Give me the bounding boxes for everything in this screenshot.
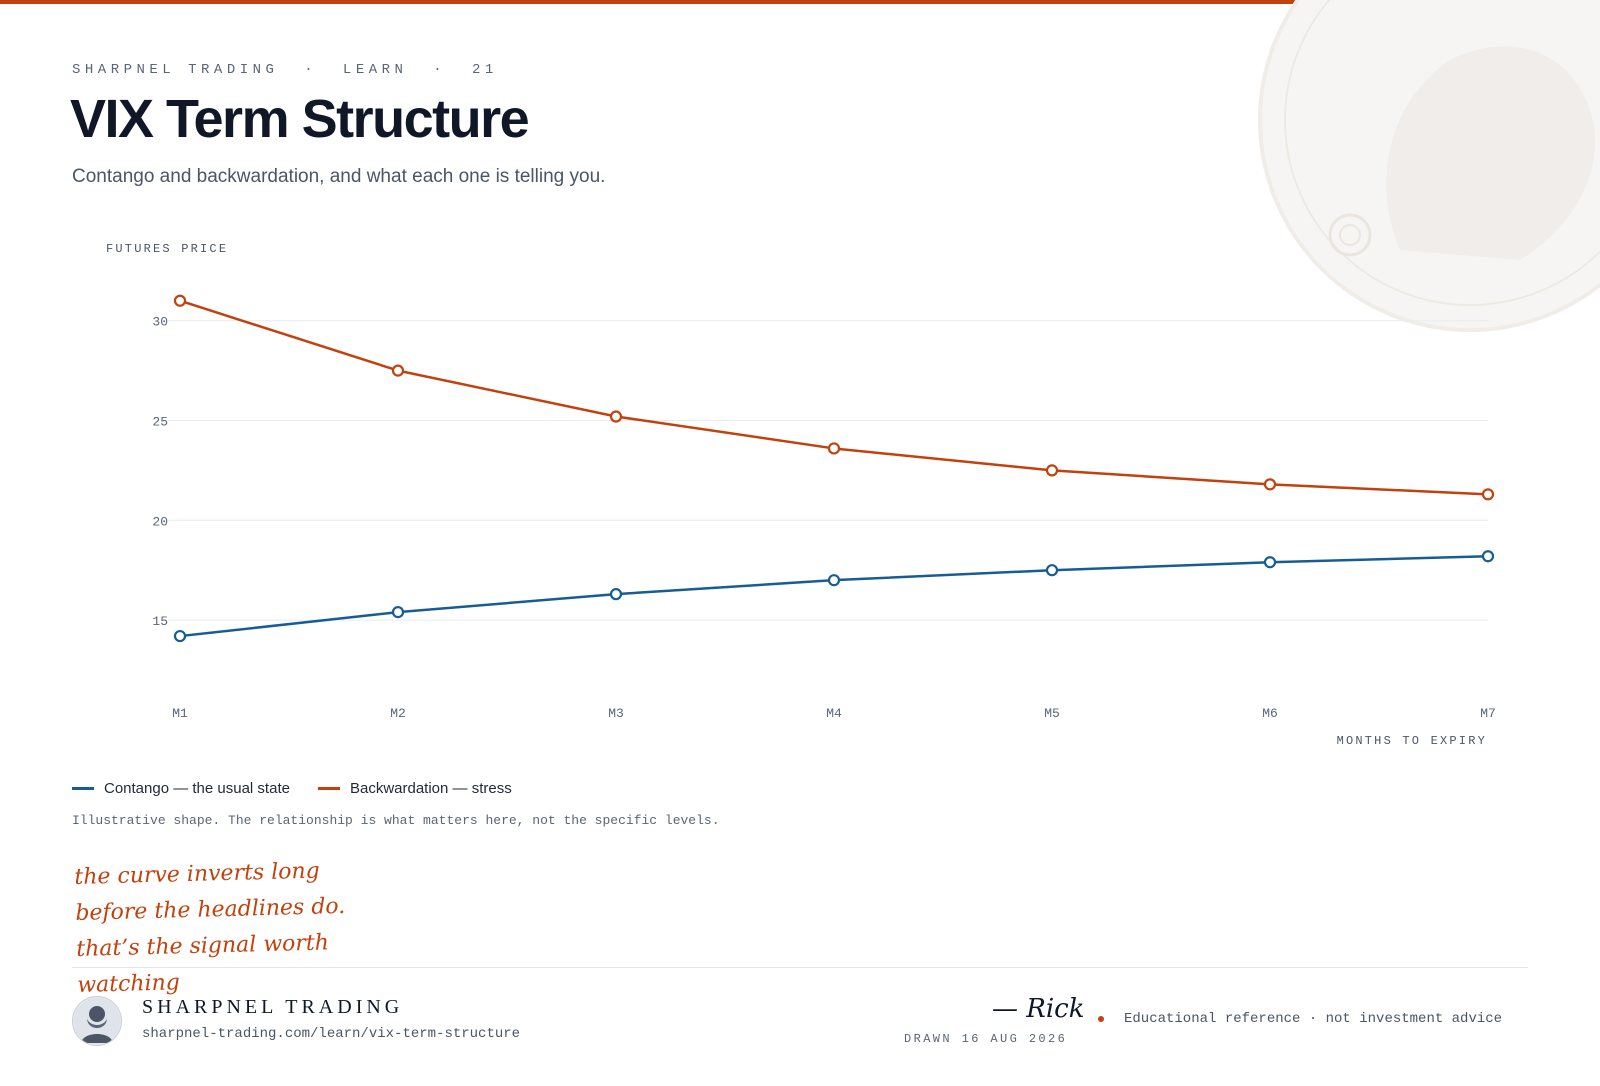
footer-url-link[interactable]: sharpnel-trading.com/learn/vix-term-stru… bbox=[142, 1026, 521, 1042]
data-point-contango bbox=[1263, 556, 1277, 569]
data-point-backwardation bbox=[827, 442, 841, 455]
term-structure-chart: FUTURES PRICE 15 20 25 30 M1 M2 M3 M4 M5 M6 M7 MONTH… bbox=[106, 242, 1496, 748]
disclaimer-dot-icon bbox=[1098, 1016, 1104, 1022]
drawn-date: DRAWN 16 AUG 2026 bbox=[904, 1032, 1068, 1046]
author-signature: — Rick bbox=[992, 994, 1085, 1024]
x-tick-label: M6 bbox=[1262, 706, 1278, 721]
x-tick-label: M3 bbox=[608, 706, 624, 721]
x-axis-label: MONTHS TO EXPIRY bbox=[1337, 734, 1487, 748]
legend-swatch-backwardation bbox=[317, 787, 340, 790]
page-title: VIX Term Structure bbox=[70, 89, 530, 149]
y-tick-label: 30 bbox=[152, 315, 168, 330]
data-point-backwardation bbox=[391, 364, 405, 377]
eyebrow-label: SHARPNEL TRADING · LEARN · 21 bbox=[72, 62, 498, 78]
data-point-contango bbox=[1045, 564, 1059, 577]
data-point-contango bbox=[391, 606, 405, 619]
legend-item-backwardation: Backwardation — stress bbox=[317, 780, 512, 797]
legend-item-contango: Contango — the usual state bbox=[72, 780, 290, 797]
data-point-contango bbox=[1481, 550, 1495, 563]
x-tick-label: M7 bbox=[1480, 706, 1496, 721]
x-tick-label: M1 bbox=[172, 706, 188, 721]
x-tick-label: M2 bbox=[390, 706, 406, 721]
data-point-backwardation bbox=[173, 294, 187, 307]
bust-avatar-icon bbox=[72, 996, 122, 1046]
x-tick-label: M5 bbox=[1044, 706, 1060, 721]
disclaimer-text: Educational reference · not investment a… bbox=[1124, 1011, 1503, 1027]
legend-swatch-contango bbox=[72, 787, 94, 790]
data-point-contango bbox=[609, 588, 623, 601]
series-line-contango bbox=[179, 554, 1489, 638]
data-point-backwardation bbox=[1263, 478, 1277, 491]
seal-watermark-icon bbox=[1258, 0, 1600, 332]
data-point-contango bbox=[173, 629, 187, 643]
handwritten-annotation: the curve inverts long before the headli… bbox=[74, 858, 346, 998]
page-subtitle: Contango and backwardation, and what eac… bbox=[72, 166, 606, 187]
chart-legend: Contango — the usual state Backwardation… bbox=[72, 780, 512, 797]
legend-label-backwardation: Backwardation — stress bbox=[349, 780, 512, 797]
y-axis-label: FUTURES PRICE bbox=[106, 242, 228, 256]
legend-label-contango: Contango — the usual state bbox=[104, 780, 290, 797]
y-tick-label: 15 bbox=[152, 614, 168, 629]
series-line-backwardation bbox=[179, 299, 1489, 496]
chart-footnote: Illustrative shape. The relationship is … bbox=[72, 813, 720, 828]
footer-divider bbox=[72, 967, 1528, 968]
data-point-backwardation bbox=[609, 410, 623, 423]
top-accent-bar bbox=[0, 0, 1600, 4]
footer-brand-name: SHARPNEL TRADING bbox=[142, 996, 404, 1018]
data-point-backwardation bbox=[1481, 488, 1495, 501]
x-tick-label: M4 bbox=[826, 706, 842, 721]
data-point-contango bbox=[827, 574, 841, 587]
y-tick-label: 25 bbox=[152, 415, 168, 430]
data-point-backwardation bbox=[1045, 464, 1059, 477]
y-tick-label: 20 bbox=[152, 514, 168, 529]
